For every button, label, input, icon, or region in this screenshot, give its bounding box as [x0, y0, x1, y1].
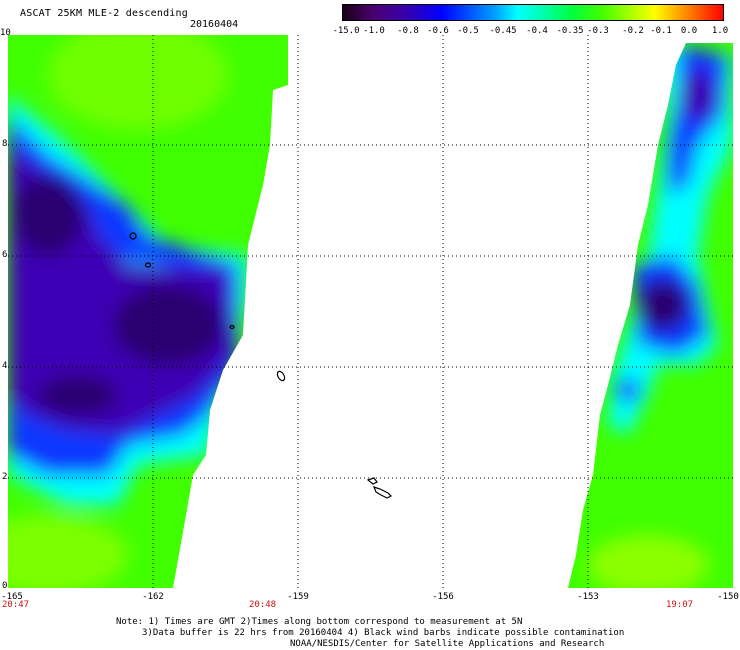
product-date: 20160404	[190, 19, 239, 30]
note-line-1: Note: 1) Times are GMT 2)Times along bot…	[116, 617, 523, 627]
scale-label: 0.0	[680, 26, 698, 36]
left-swath	[8, 35, 288, 588]
lat-label: 4	[2, 361, 8, 371]
scale-label: -1.0	[363, 26, 385, 36]
wind-field-map	[8, 35, 733, 588]
lat-label: 0	[2, 581, 8, 591]
scale-label: -0.4	[526, 26, 548, 36]
credit-line: NOAA/NESDIS/Center for Satellite Applica…	[290, 639, 605, 649]
scale-label: -0.8	[397, 26, 419, 36]
lon-label: -150	[717, 592, 739, 602]
lat-label: 6	[2, 250, 8, 260]
scale-label: -0.1	[650, 26, 672, 36]
lat-label: 8	[2, 139, 8, 149]
scale-label: 1.0	[711, 26, 729, 36]
swath-time: 19:07	[666, 600, 694, 610]
note-line-2: 3)Data buffer is 22 hrs from 20160404 4)…	[142, 628, 625, 638]
lat-label: 10	[0, 28, 11, 38]
scale-label: -0.3	[587, 26, 609, 36]
scale-label: -0.5	[457, 26, 479, 36]
color-scale-bar	[342, 4, 724, 21]
lon-label: -165	[1, 592, 23, 602]
scale-label: -15.0	[332, 26, 360, 36]
scale-label: -0.2	[622, 26, 644, 36]
scale-label: -0.6	[427, 26, 449, 36]
lon-label: -156	[432, 592, 454, 602]
lon-label: -162	[142, 592, 164, 602]
swath-time: 20:47	[2, 600, 30, 610]
coastline-outlines	[129, 232, 393, 499]
right-swath	[568, 43, 733, 588]
lat-label: 2	[2, 472, 8, 482]
lon-label: -153	[577, 592, 599, 602]
scale-label: -0.35	[556, 26, 584, 36]
product-title: ASCAT 25KM MLE-2 descending	[20, 8, 188, 19]
scale-label: -0.45	[489, 26, 517, 36]
swath-time: 20:48	[249, 600, 277, 610]
lat-lon-grid	[8, 35, 733, 588]
lon-label: -159	[287, 592, 309, 602]
